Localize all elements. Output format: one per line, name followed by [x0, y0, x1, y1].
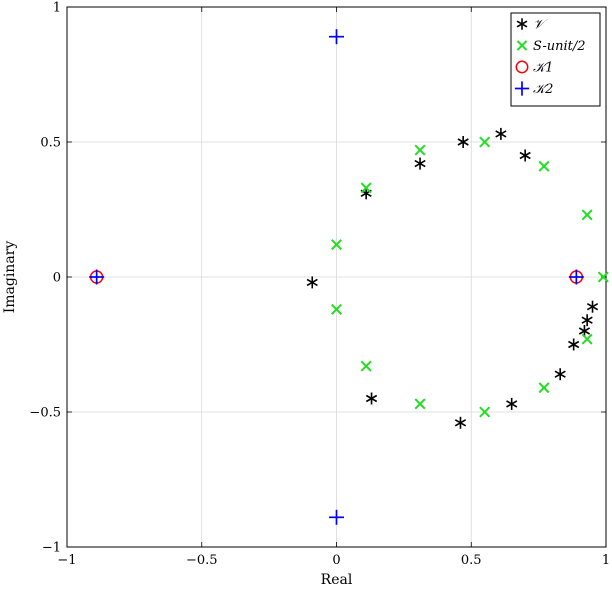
- x-axis-label: Real: [321, 572, 353, 588]
- legend-box: [510, 12, 601, 107]
- data-point-plus: [329, 29, 344, 45]
- data-point-x: [330, 303, 343, 315]
- data-point-x: [479, 136, 491, 148]
- data-point-asterisk: [306, 276, 318, 289]
- data-point-x: [538, 382, 550, 394]
- series-4: [89, 29, 584, 525]
- y-tick-label: 0: [53, 271, 61, 286]
- data-point-x: [581, 209, 593, 221]
- data-point-x: [581, 333, 593, 345]
- legend-label: S-unit/2: [533, 39, 586, 54]
- data-point-asterisk: [495, 127, 507, 140]
- y-tick-label: 1: [53, 1, 61, 16]
- data-point-x: [479, 406, 491, 418]
- data-point-plus: [568, 269, 584, 285]
- axis-ticks: −1 −0.5 0 0.5 1 −1 −0.5 0 0.5 1: [29, 1, 610, 569]
- data-point-asterisk: [506, 397, 518, 410]
- data-point-asterisk: [586, 300, 599, 313]
- legend-label: 𝒦2: [533, 82, 553, 97]
- data-point-asterisk: [454, 416, 467, 429]
- legend-item: 𝒦1: [515, 60, 553, 76]
- series-markers: [89, 29, 609, 525]
- legend-marker-asterisk: [516, 18, 528, 30]
- data-point-asterisk: [519, 149, 531, 162]
- data-point-asterisk: [568, 338, 580, 351]
- data-point-asterisk: [554, 368, 566, 381]
- series-2: [330, 136, 609, 418]
- x-tick-label: 0.5: [461, 553, 482, 568]
- data-point-asterisk: [581, 314, 593, 327]
- y-tick-label: −0.5: [29, 406, 61, 421]
- data-point-x: [360, 182, 372, 194]
- legend-item: S-unit/2: [516, 39, 586, 54]
- data-point-asterisk: [457, 136, 469, 148]
- legend-label: 𝒦1: [533, 61, 553, 76]
- legend-item: 𝒦2: [514, 81, 553, 97]
- data-point-plus: [329, 509, 344, 525]
- data-point-x: [414, 144, 426, 156]
- x-tick-label: −1: [57, 553, 76, 568]
- x-tick-label: −0.5: [186, 553, 218, 568]
- data-point-x: [597, 271, 609, 283]
- legend-marker-circle: [515, 60, 529, 74]
- y-tick-label: 0.5: [40, 136, 61, 151]
- legend-marker-x: [516, 40, 528, 51]
- data-point-asterisk: [414, 157, 426, 170]
- data-point-plus: [89, 269, 105, 285]
- series-1: [306, 127, 599, 429]
- legend-marker-plus: [514, 81, 530, 96]
- data-point-x: [538, 160, 550, 172]
- y-tick-label: −1: [42, 541, 61, 556]
- x-tick-label: 0: [332, 553, 340, 568]
- data-point-x: [414, 398, 426, 410]
- data-point-asterisk: [365, 392, 378, 405]
- x-tick-label: 1: [602, 553, 610, 568]
- data-point-x: [330, 239, 343, 251]
- y-axis-label: Imaginary: [2, 241, 18, 314]
- data-point-x: [360, 360, 372, 372]
